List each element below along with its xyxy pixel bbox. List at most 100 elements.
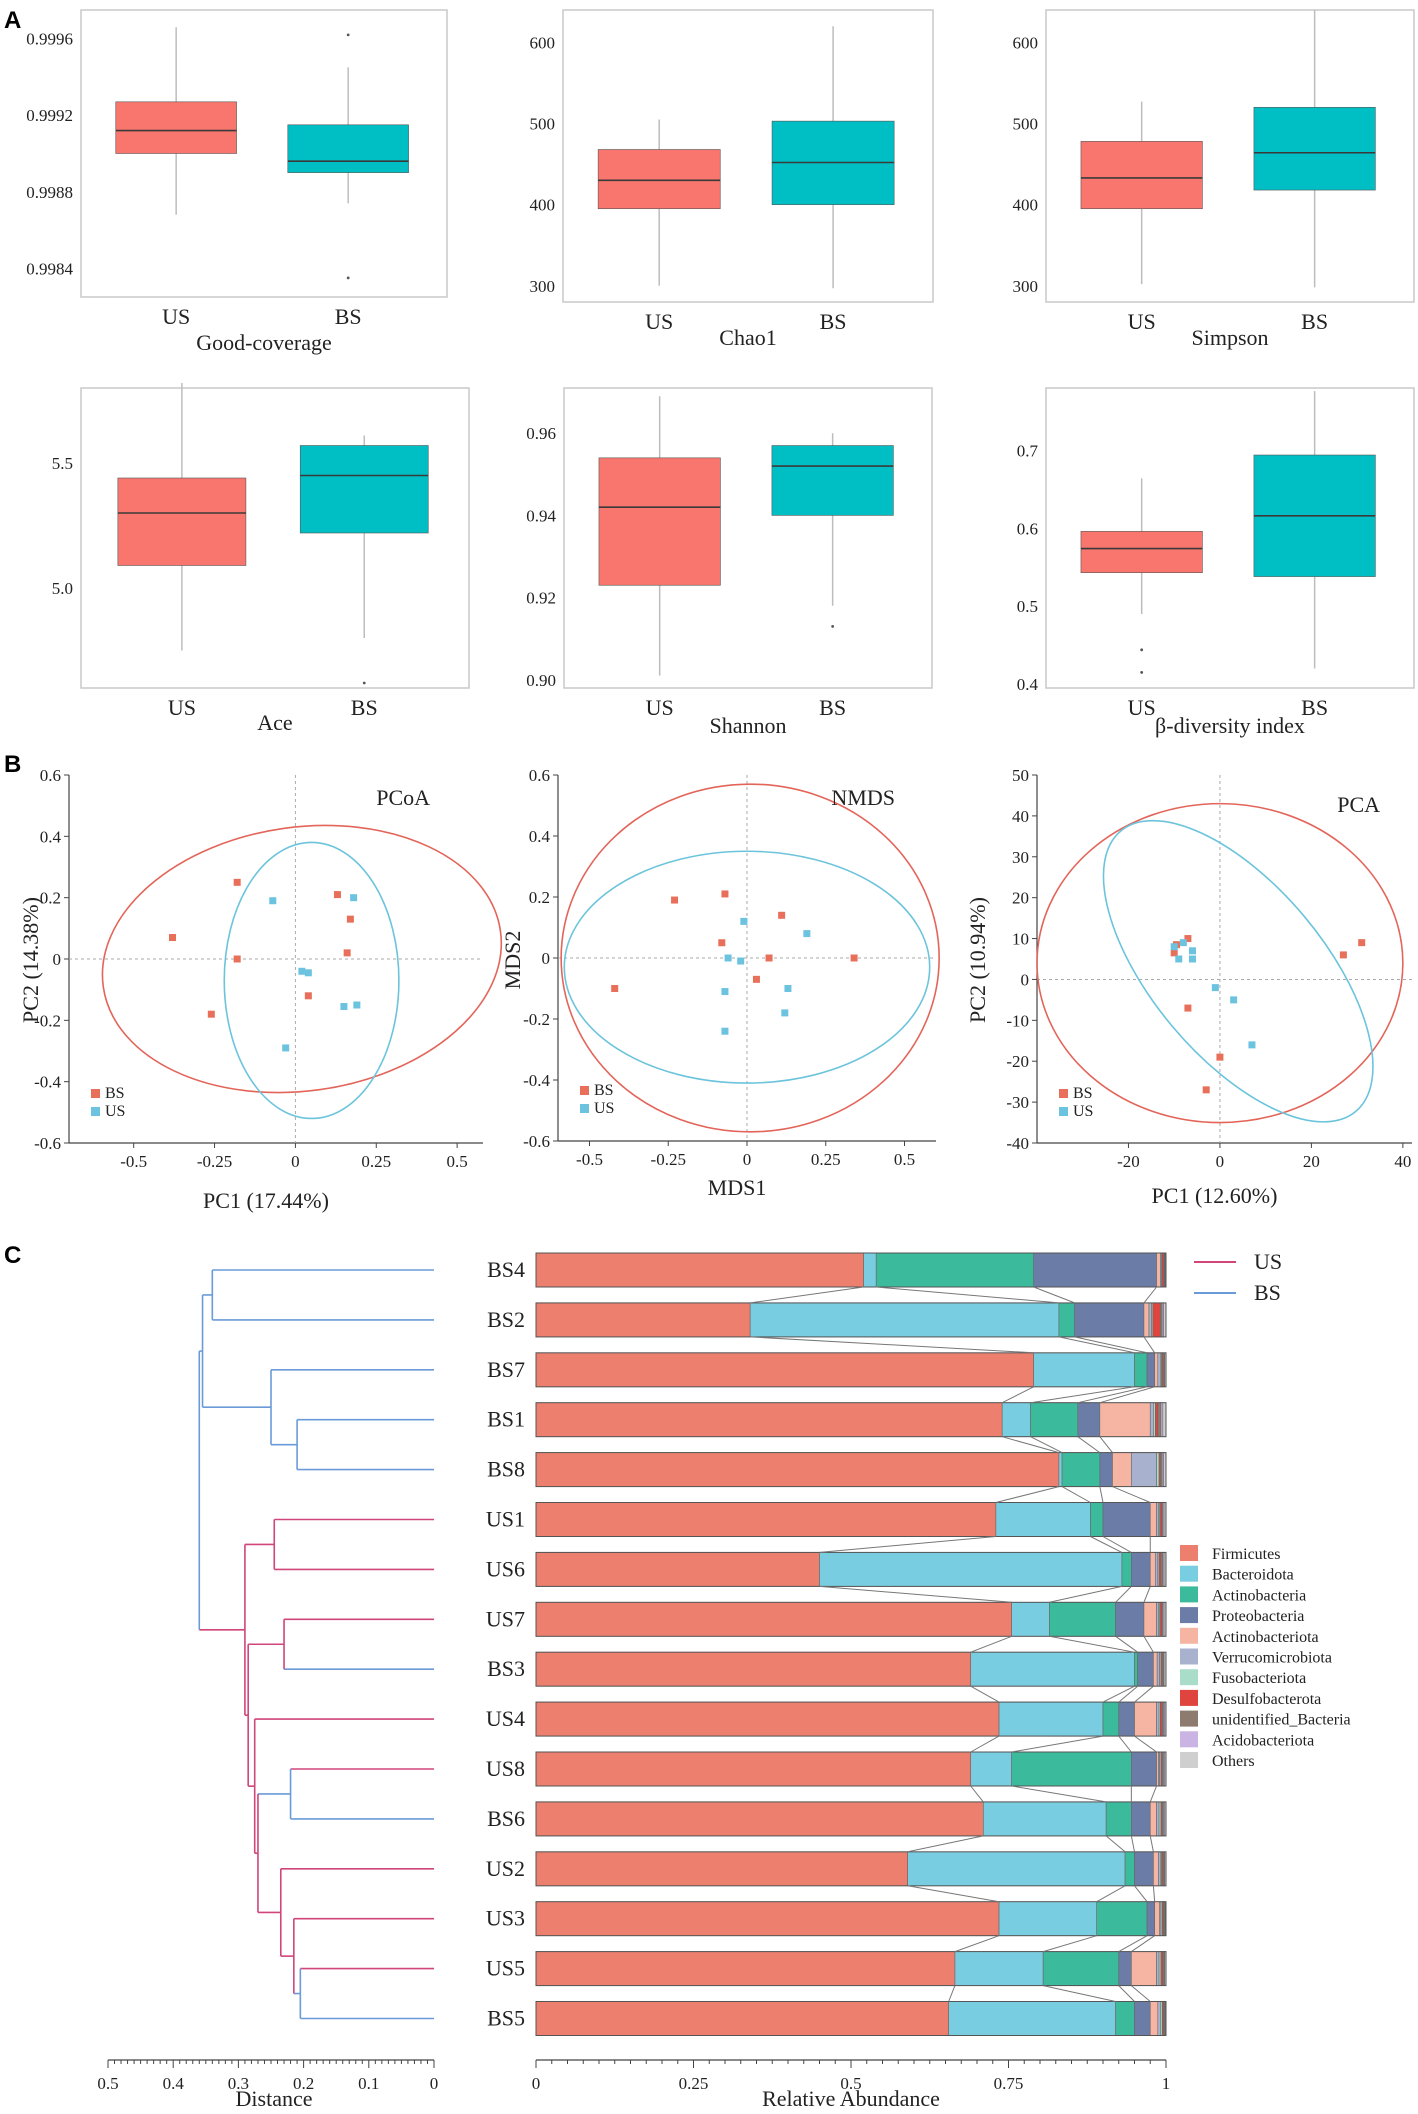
y-tick-label: 50 — [1012, 766, 1029, 785]
ellipse-bs — [560, 783, 940, 1133]
y-tick-label: 400 — [530, 196, 556, 215]
sample-label: US4 — [486, 1706, 525, 1731]
x-axis-label: MDS1 — [708, 1175, 767, 1200]
bar-segment-US2 — [1124, 1851, 1135, 1887]
bar-segment-US3 — [1154, 1901, 1161, 1936]
taxon-legend-label: Verrucomicrobiota — [1212, 1650, 1332, 1667]
point-bs — [304, 992, 312, 1000]
scatter-pcoa: -0.6 -0.4 -0.2 0 0.2 0.4 0.6 -0.5 -0.25 0 0.25 0.5 P… — [18, 766, 503, 1213]
bar-outline — [535, 1951, 1167, 1987]
bar-segment-BS7 — [1146, 1352, 1155, 1388]
bar-segment-US8 — [535, 1751, 972, 1787]
connector-line — [907, 1885, 1000, 1903]
y-tick-label: 0 — [542, 949, 551, 968]
point-bs — [169, 934, 176, 942]
bar-segment-US4 — [1118, 1701, 1135, 1737]
box-US — [115, 101, 237, 154]
bar-segment-BS3 — [1134, 1651, 1138, 1687]
connector-line — [1143, 1636, 1154, 1653]
sample-label: BS7 — [487, 1357, 525, 1382]
connector-line — [1149, 1785, 1158, 1803]
legend-swatch — [1059, 1107, 1068, 1116]
taxon-legend-label: Proteobacteria — [1212, 1608, 1304, 1625]
bar-segment-BS2 — [1143, 1302, 1150, 1338]
y-tick-label: -0.4 — [34, 1073, 61, 1092]
bar-segment-US1 — [1090, 1502, 1104, 1537]
y-tick-label: 0 — [53, 950, 62, 969]
bar-segment-US5 — [535, 1951, 956, 1986]
bar-segment-US3 — [1096, 1901, 1148, 1936]
bar-segment-BS4 — [1156, 1252, 1161, 1288]
taxon-legend-label: Firmicutes — [1212, 1546, 1280, 1563]
x-category-label: BS — [335, 304, 362, 329]
bar-segment-BS6 — [1131, 1801, 1151, 1837]
y-tick-label: 600 — [530, 33, 556, 52]
legend-swatch — [580, 1104, 589, 1113]
bar-outline — [535, 1601, 1167, 1637]
bar-segment-BS7 — [535, 1352, 1035, 1388]
point-us — [1230, 996, 1238, 1004]
connector-line — [970, 1735, 1000, 1753]
taxon-legend-label: Desulfobacterota — [1212, 1691, 1321, 1708]
bar-segment-BS5 — [1149, 2001, 1159, 2036]
point-us — [298, 967, 306, 975]
bar-segment-US1 — [1102, 1502, 1151, 1537]
y-axis-label: PC2 (10.94%) — [965, 897, 990, 1023]
x-tick-label: 0 — [291, 1152, 300, 1171]
bar-segment-BS8 — [1156, 1452, 1160, 1487]
legend-label: BS — [594, 1082, 614, 1099]
connector-line — [1102, 1685, 1135, 1703]
connector-line — [1105, 1835, 1126, 1853]
bar-segment-BS4 — [1033, 1252, 1157, 1288]
connector-line — [1134, 1885, 1148, 1903]
bar-segment-BS8 — [1112, 1452, 1132, 1487]
taxon-legend-label: Others — [1212, 1753, 1255, 1770]
y-tick-label: 0.6 — [1017, 519, 1038, 538]
metric-title: Good-coverage — [196, 330, 332, 355]
boxplot-beta: 0.4 0.5 0.6 0.7 US BSβ-diversity index — [1017, 387, 1415, 738]
bar-segment-US6 — [1154, 1552, 1159, 1587]
bar-segment-BS2 — [1058, 1302, 1075, 1338]
sample-label: US7 — [486, 1606, 525, 1631]
taxon-legend-swatch — [1180, 1731, 1198, 1748]
ellipse-us — [1102, 819, 1374, 1123]
bar-segment-BS7 — [1157, 1352, 1161, 1388]
outlier-point — [1140, 671, 1144, 674]
boxplot-shannon: 0.90 0.92 0.94 0.96 US BS Shannon — [526, 387, 933, 738]
connector-line — [1115, 1635, 1138, 1653]
x-category-label: US — [646, 695, 674, 720]
x-category-label: BS — [351, 695, 378, 720]
connector-line — [1049, 1585, 1123, 1603]
bar-segment-US7 — [535, 1602, 1012, 1637]
bar-segment-US1 — [995, 1502, 1091, 1537]
y-tick-label: 0.2 — [40, 889, 61, 908]
bar-segment-BS1 — [1030, 1402, 1079, 1437]
point-bs — [765, 954, 773, 962]
y-tick-label: 500 — [1013, 115, 1039, 134]
bar-segment-BS3 — [970, 1651, 1135, 1687]
connector-line — [970, 1785, 984, 1803]
y-tick-label: 0 — [1021, 970, 1030, 989]
taxon-legend-label: Actinobacteria — [1212, 1587, 1306, 1604]
box-US — [1080, 531, 1203, 573]
ellipse-us — [563, 850, 931, 1084]
connector-line — [1090, 1536, 1123, 1553]
sample-label: BS6 — [487, 1806, 525, 1831]
box-BS — [1253, 107, 1376, 191]
bar-segment-US5 — [954, 1951, 1044, 1986]
x-category-label: BS — [820, 309, 847, 334]
connector-line — [819, 1536, 996, 1553]
bar-segment-BS4 — [535, 1252, 864, 1288]
y-tick-label: 40 — [1012, 807, 1029, 826]
connector-line — [1118, 1935, 1148, 1953]
bar-segment-US2 — [1134, 1851, 1154, 1887]
x-tick-label: -0.5 — [120, 1152, 147, 1171]
x-category-label: BS — [1301, 695, 1328, 720]
point-us — [724, 954, 732, 962]
connector-line — [1011, 1785, 1107, 1803]
boxplot-simpson: 300 400 500 600 US BS Simpson — [1013, 9, 1415, 350]
point-us — [1188, 955, 1196, 963]
connector-line — [954, 1935, 1000, 1953]
bar-segment-US8 — [1011, 1751, 1132, 1787]
bar-segment-BS1 — [1001, 1402, 1031, 1437]
